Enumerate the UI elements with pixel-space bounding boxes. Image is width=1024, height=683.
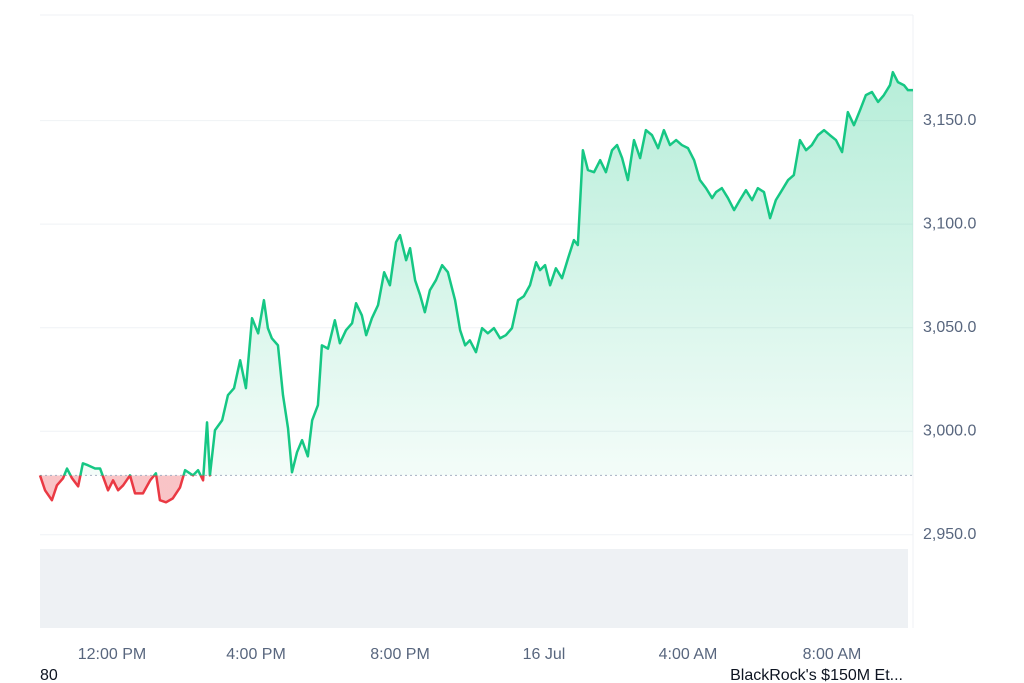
x-tick-label: 8:00 AM (803, 646, 862, 663)
news-ticker[interactable]: BlackRock's $150M Et... (730, 667, 903, 683)
y-tick-label: 3,100.0 (923, 215, 976, 232)
x-tick-label: 8:00 PM (370, 646, 430, 663)
y-tick-label: 2,950.0 (923, 526, 976, 543)
y-tick-label: 3,050.0 (923, 319, 976, 336)
footer-left: 80 (40, 667, 58, 683)
x-tick-label: 16 Jul (523, 646, 566, 663)
x-tick-label: 4:00 AM (659, 646, 718, 663)
y-tick-label: 3,150.0 (923, 112, 976, 129)
x-tick-label: 4:00 PM (226, 646, 286, 663)
volume-area (40, 549, 908, 628)
y-tick-label: 3,000.0 (923, 422, 976, 439)
price-line (38, 70, 913, 504)
area (40, 72, 913, 503)
x-tick-label: 12:00 PM (78, 646, 146, 663)
